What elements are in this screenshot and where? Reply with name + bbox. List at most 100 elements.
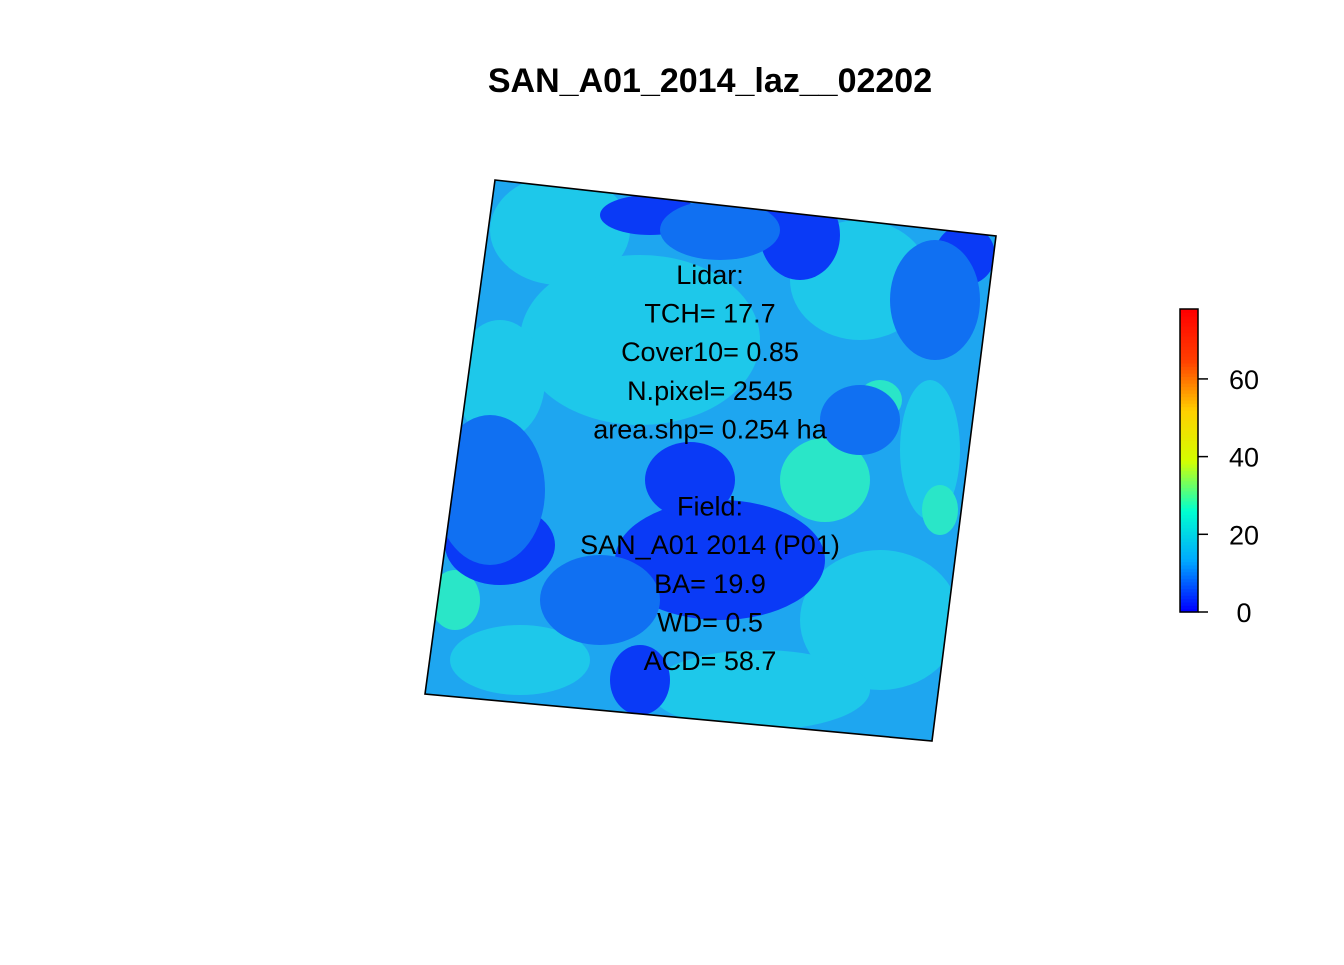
colorbar-segment — [1180, 450, 1198, 455]
colorbar-segment — [1180, 494, 1198, 499]
annotation-line: SAN_A01 2014 (P01) — [580, 530, 840, 560]
colorbar-segment — [1180, 564, 1198, 569]
raster-patch — [610, 645, 670, 715]
colorbar-segment — [1180, 544, 1198, 549]
colorbar-tick-label: 40 — [1229, 443, 1259, 473]
annotation-line: TCH= 17.7 — [644, 299, 775, 329]
raster-patch — [922, 485, 958, 535]
colorbar-segment — [1180, 335, 1198, 340]
colorbar-segment — [1180, 463, 1198, 468]
colorbar-segment — [1180, 514, 1198, 519]
colorbar-segment — [1180, 601, 1198, 606]
colorbar-segment — [1180, 551, 1198, 556]
colorbar-segment — [1180, 541, 1198, 546]
raster-layer — [425, 180, 996, 741]
colorbar-tick-label: 0 — [1236, 598, 1251, 628]
colorbar-segment — [1180, 581, 1198, 586]
colorbar-segment — [1180, 470, 1198, 475]
colorbar-segment — [1180, 416, 1198, 421]
raster-patch — [520, 255, 760, 425]
annotation-line: Cover10= 0.85 — [621, 337, 799, 367]
raster-patch — [900, 380, 960, 520]
colorbar-segment — [1180, 591, 1198, 596]
colorbar-segment — [1180, 460, 1198, 465]
colorbar-segment — [1180, 399, 1198, 404]
colorbar-segment — [1180, 484, 1198, 489]
colorbar-segment — [1180, 332, 1198, 337]
colorbar-segment — [1180, 349, 1198, 354]
colorbar-segment — [1180, 379, 1198, 384]
colorbar-segment — [1180, 315, 1198, 320]
annotation-line: area.shp= 0.254 ha — [593, 414, 827, 444]
colorbar-segment — [1180, 453, 1198, 458]
colorbar-segment — [1180, 531, 1198, 536]
raster-patch — [540, 555, 660, 645]
raster-patch — [890, 240, 980, 360]
raster-patch — [650, 650, 870, 730]
annotation-line: ACD= 58.7 — [644, 646, 777, 676]
annotation-line: N.pixel= 2545 — [627, 376, 793, 406]
colorbar-segment — [1180, 511, 1198, 515]
colorbar-segment — [1180, 440, 1198, 445]
colorbar-segment — [1180, 534, 1198, 539]
colorbar-segment — [1180, 430, 1198, 435]
annotation-line: BA= 19.9 — [654, 569, 766, 599]
colorbar-segment — [1180, 605, 1198, 610]
colorbar-segment — [1180, 527, 1198, 532]
colorbar-segment — [1180, 537, 1198, 542]
raster-patch — [780, 438, 870, 522]
colorbar-segment — [1180, 585, 1198, 590]
colorbar-segment — [1180, 346, 1198, 350]
colorbar: 0 20 40 60 — [1179, 308, 1259, 628]
colorbar-segment — [1180, 393, 1198, 398]
colorbar-segment — [1180, 319, 1198, 324]
colorbar-segment — [1180, 339, 1198, 344]
raster-patch — [435, 415, 545, 565]
annotation-line: WD= 0.5 — [657, 607, 763, 637]
colorbar-segment — [1180, 329, 1198, 334]
colorbar-segment — [1180, 595, 1198, 600]
colorbar-segment — [1180, 433, 1198, 438]
colorbar-segment — [1180, 554, 1198, 559]
colorbar-segment — [1180, 497, 1198, 502]
colorbar-segment — [1180, 410, 1198, 414]
colorbar-segment — [1180, 356, 1198, 361]
colorbar-segment — [1180, 426, 1198, 431]
colorbar-segment — [1180, 598, 1198, 603]
colorbar-segment — [1180, 578, 1198, 583]
colorbar-segment — [1180, 500, 1198, 505]
raster-patch — [615, 500, 825, 620]
colorbar-segment — [1180, 372, 1198, 377]
colorbar-segment — [1180, 366, 1198, 371]
colorbar-segment — [1180, 309, 1198, 313]
colorbar-segment — [1180, 359, 1198, 364]
colorbar-segment — [1180, 504, 1198, 509]
colorbar-segment — [1180, 413, 1198, 418]
colorbar-segment — [1180, 561, 1198, 566]
colorbar-segment — [1180, 467, 1198, 472]
colorbar-segment — [1180, 558, 1198, 563]
colorbar-segment — [1180, 524, 1198, 529]
colorbar-segment — [1180, 403, 1198, 408]
colorbar-segment — [1180, 517, 1198, 522]
colorbar-segment — [1180, 490, 1198, 495]
colorbar-segment — [1180, 443, 1198, 448]
colorbar-segment — [1180, 352, 1198, 357]
colorbar-segment — [1180, 477, 1198, 482]
colorbar-segment — [1180, 480, 1198, 485]
colorbar-segment — [1180, 473, 1198, 478]
colorbar-segment — [1180, 588, 1198, 593]
colorbar-segment — [1180, 406, 1198, 411]
colorbar-frame — [1179, 308, 1199, 613]
colorbar-segment — [1180, 369, 1198, 374]
raster-patch — [645, 442, 735, 518]
colorbar-segment — [1180, 383, 1198, 388]
colorbar-segment — [1180, 568, 1198, 573]
raster-patch — [800, 550, 960, 690]
colorbar-segment — [1180, 322, 1198, 327]
annotation-line: Lidar: — [676, 260, 744, 290]
colorbar-segment — [1180, 507, 1198, 512]
colorbar-segment — [1180, 548, 1198, 552]
chart-title: SAN_A01_2014_laz__02202 — [488, 62, 932, 100]
